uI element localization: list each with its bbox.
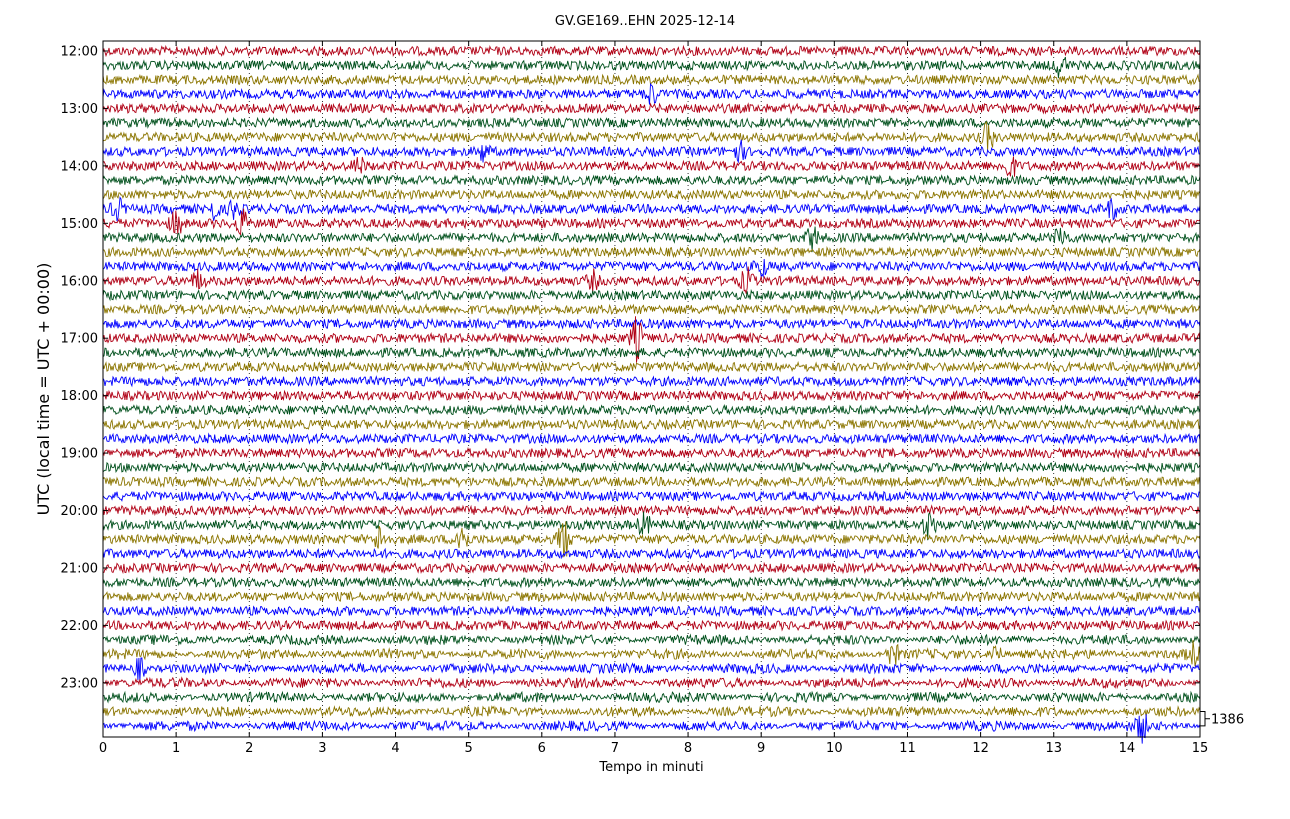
y-tick-label: 16:00 [61,274,98,289]
x-tick-label: 12 [972,741,989,756]
x-axis-label: Tempo in minuti [598,760,703,775]
minute-gridlines [175,41,1128,737]
trace-row [102,705,1201,719]
trace-row [102,208,1201,236]
trace-row [102,714,1201,744]
x-tick-label: 11 [899,741,916,756]
x-tick-label: 0 [99,741,107,756]
scale-label: 1386 [1211,713,1244,728]
trace-row [102,316,1201,363]
trace-row [102,196,1201,222]
plot-frame [102,40,1201,738]
y-tick-label: 23:00 [61,676,98,691]
trace-row [102,346,1201,359]
x-tick-label: 15 [1192,741,1209,756]
trace-row [102,375,1201,388]
y-tick-label: 19:00 [61,447,98,462]
trace-row [102,121,1201,152]
trace-row [102,116,1201,130]
trace-row [102,521,1201,558]
y-tick-label: 13:00 [61,102,98,117]
trace-row [102,156,1201,177]
x-tick-label: 14 [1119,741,1136,756]
x-tick-label: 13 [1045,741,1062,756]
trace-row [102,446,1201,460]
trace-row [102,258,1201,279]
seismic-traces [102,44,1201,744]
y-tick-label: 17:00 [61,332,98,347]
y-tick-label: 21:00 [61,561,98,576]
trace-row [102,73,1200,86]
trace-row [102,82,1201,105]
y-axis-ticks: 12:00 13:00 14:00 15:00 16:00 17:00 18:00 19:00… [61,45,1200,691]
trace-row [102,139,1201,164]
x-tick-label: 6 [538,741,546,756]
y-tick-label: 20:00 [61,504,98,519]
y-tick-label: 22:00 [61,619,98,634]
trace-row [102,317,1201,330]
trace-row [102,590,1201,603]
trace-row [103,690,1201,704]
trace-row [102,619,1201,632]
trace-row [102,403,1201,417]
trace-row [102,633,1201,647]
trace-row [102,676,1201,690]
trace-row [102,418,1201,431]
trace-row [102,475,1201,489]
trace-row [102,576,1201,589]
x-axis-ticks: 0 1 2 3 4 5 6 7 8 9 10 11 12 13 14 15 [99,41,1208,756]
trace-row [102,461,1201,474]
y-tick-label: 14:00 [61,159,98,174]
trace-row [102,389,1201,402]
x-tick-label: 9 [757,741,765,756]
trace-row [102,504,1201,517]
chart-title: GV.GE169..EHN 2025-12-14 [555,14,735,29]
x-tick-label: 2 [245,741,253,756]
x-tick-label: 4 [391,741,399,756]
x-tick-label: 8 [684,741,692,756]
trace-row [102,303,1201,316]
trace-row [102,657,1201,682]
x-tick-label: 7 [611,741,619,756]
trace-row [102,44,1201,58]
trace-row [102,604,1201,618]
trace-row [102,102,1201,115]
trace-row [102,266,1201,294]
y-tick-label: 15:00 [61,217,98,232]
trace-row [102,511,1201,541]
x-tick-label: 10 [826,741,843,756]
trace-row [102,188,1201,201]
x-tick-label: 1 [172,741,180,756]
y-axis-label: UTC (local time = UTC + 00:00) [34,263,53,516]
trace-row [102,226,1201,253]
trace-row [102,561,1201,575]
trace-row [102,245,1201,259]
trace-row [102,56,1201,79]
x-tick-label: 5 [465,741,473,756]
amplitude-scale: 1386 [1200,711,1244,728]
trace-row [102,432,1201,446]
y-tick-label: 12:00 [61,45,98,60]
scale-bracket [1200,711,1206,727]
trace-row [102,547,1201,560]
x-tick-label: 3 [318,741,326,756]
trace-row [102,288,1201,302]
trace-row [102,639,1201,667]
trace-row [102,360,1201,373]
trace-row [102,490,1201,503]
y-tick-label: 18:00 [61,389,98,404]
trace-row [102,174,1201,187]
